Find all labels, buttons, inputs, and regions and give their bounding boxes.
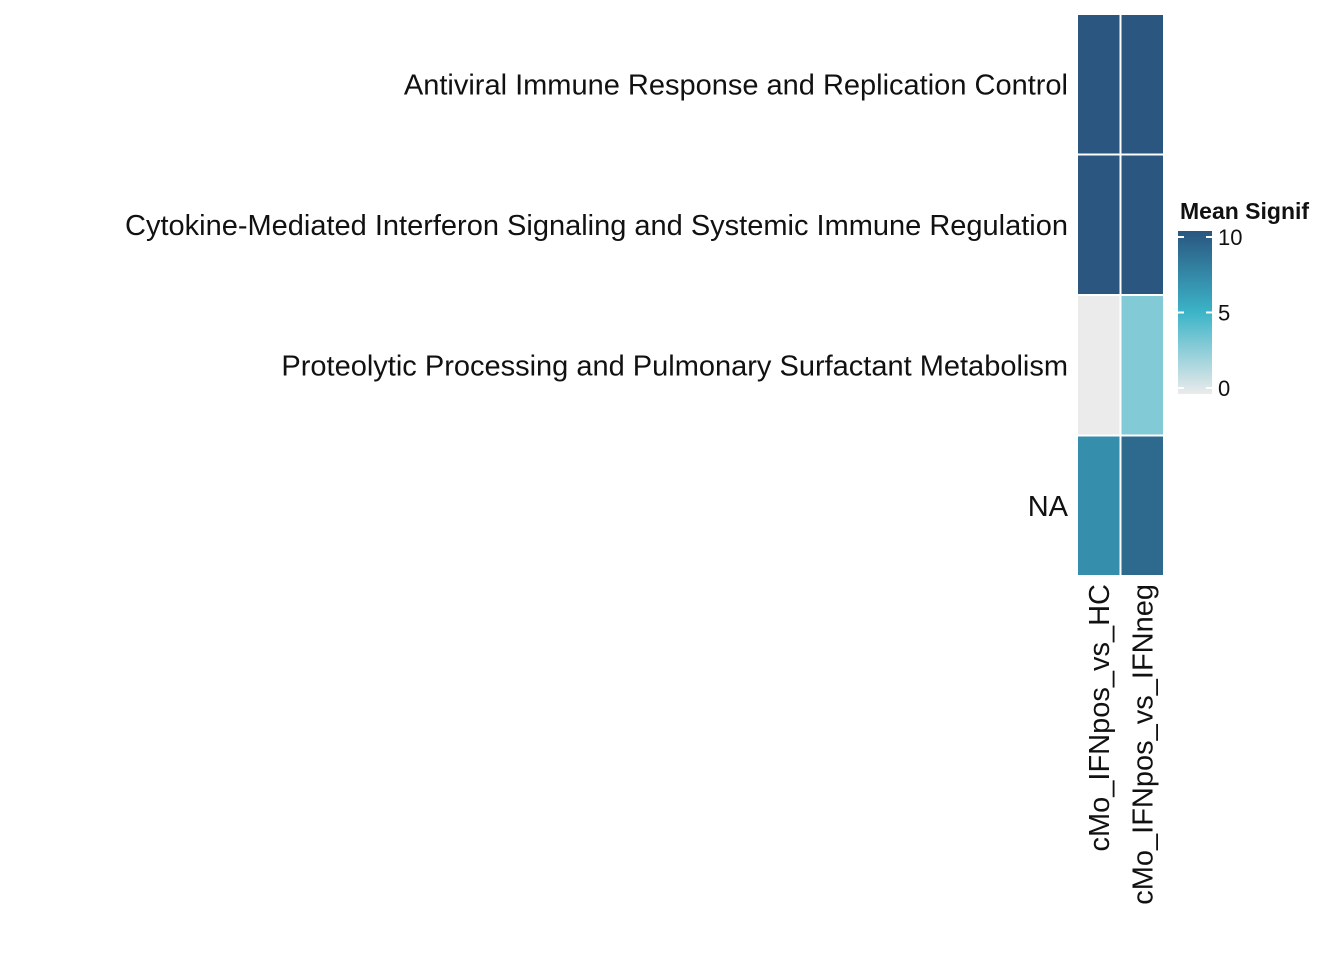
legend-tick-label: 10 xyxy=(1218,225,1242,250)
heatmap-cell xyxy=(1119,13,1165,156)
column-label: cMo_IFNpos_vs_IFNneg xyxy=(1127,584,1159,905)
row-label: Proteolytic Processing and Pulmonary Sur… xyxy=(281,350,1068,382)
legend-ticks: 0 5 10 xyxy=(1178,225,1242,401)
legend-tick-label: 5 xyxy=(1218,301,1230,326)
legend-tick-label: 0 xyxy=(1218,376,1230,401)
column-label: cMo_IFNpos_vs_HC xyxy=(1084,584,1116,852)
heatmap-cell xyxy=(1076,13,1122,156)
row-labels: Antiviral Immune Response and Replicatio… xyxy=(125,69,1069,523)
heatmap-cell xyxy=(1119,434,1165,577)
legend-title: Mean Signif xyxy=(1180,198,1309,224)
row-label: NA xyxy=(1028,491,1069,523)
heatmap-cell xyxy=(1076,153,1122,296)
heatmap-cell xyxy=(1119,153,1165,296)
heatmap-cell xyxy=(1076,434,1122,577)
column-labels: cMo_IFNpos_vs_HC cMo_IFNpos_vs_IFNneg xyxy=(1084,584,1160,905)
heatmap-cells xyxy=(1076,13,1165,577)
heatmap-cell xyxy=(1119,294,1165,437)
row-label: Antiviral Immune Response and Replicatio… xyxy=(404,69,1068,101)
legend: Mean Signif 0 5 10 xyxy=(1178,198,1309,401)
heatmap-cell xyxy=(1076,294,1122,437)
row-label: Cytokine-Mediated Interferon Signaling a… xyxy=(125,210,1068,242)
